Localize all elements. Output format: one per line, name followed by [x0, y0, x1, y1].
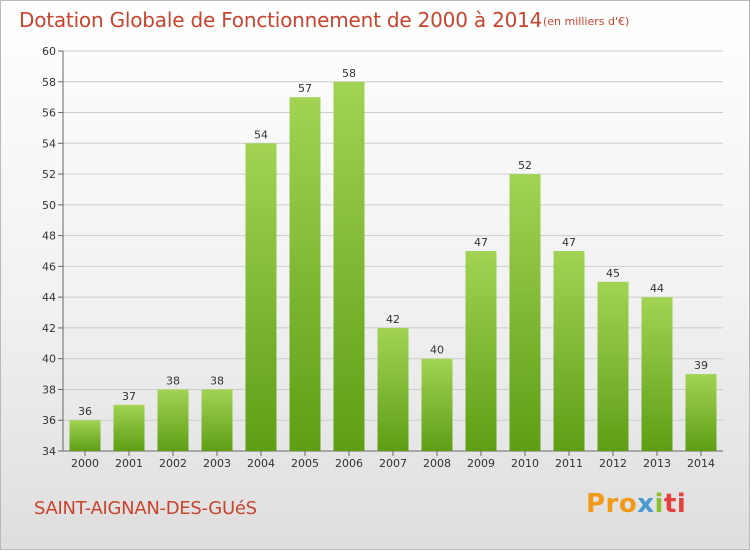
- bar: [685, 374, 717, 451]
- bar: [333, 81, 365, 452]
- bar: [421, 358, 453, 451]
- bar-value-label: 40: [430, 344, 444, 357]
- x-tick-label: 2014: [687, 457, 715, 470]
- x-tick-label: 2000: [71, 457, 99, 470]
- y-tick-label: 52: [42, 168, 56, 181]
- bar-value-label: 54: [254, 128, 268, 141]
- bar-value-label: 42: [386, 313, 400, 326]
- x-tick-label: 2008: [423, 457, 451, 470]
- bar: [157, 389, 189, 451]
- logo-part: i: [654, 489, 664, 519]
- x-tick-label: 2011: [555, 457, 583, 470]
- x-tick-label: 2003: [203, 457, 231, 470]
- bar-value-label: 45: [606, 267, 620, 280]
- y-tick-label: 42: [42, 322, 56, 335]
- chart-title: Dotation Globale de Fonctionnement de 20…: [19, 8, 543, 32]
- chart-subtitle: (en milliers d'€): [543, 15, 630, 28]
- bar: [641, 297, 673, 451]
- y-tick-label: 50: [42, 199, 56, 212]
- bar-value-label: 52: [518, 159, 532, 172]
- commune-name: SAINT-AIGNAN-DES-GUéS: [34, 498, 257, 519]
- bar: [69, 420, 101, 451]
- y-tick-label: 54: [42, 137, 56, 150]
- logo-part: x: [637, 489, 655, 519]
- bar-value-label: 57: [298, 82, 312, 95]
- x-tick-label: 2001: [115, 457, 143, 470]
- x-tick-label: 2005: [291, 457, 319, 470]
- bar: [289, 97, 321, 452]
- x-tick-label: 2009: [467, 457, 495, 470]
- logo-part: Pro: [586, 489, 638, 519]
- bar: [509, 174, 541, 452]
- bar-value-label: 38: [166, 374, 180, 387]
- bar: [377, 327, 409, 451]
- y-tick-label: 34: [42, 445, 56, 458]
- y-tick-label: 46: [42, 260, 56, 273]
- x-tick-label: 2002: [159, 457, 187, 470]
- bar: [245, 143, 277, 452]
- x-tick-label: 2013: [643, 457, 671, 470]
- bar: [553, 251, 585, 451]
- y-tick-label: 40: [42, 353, 56, 366]
- x-tick-label: 2004: [247, 457, 275, 470]
- logo-part: ti: [663, 489, 687, 519]
- proxiti-logo[interactable]: Proxiti: [586, 489, 686, 519]
- bar-value-label: 47: [474, 236, 488, 249]
- bar-value-label: 37: [122, 390, 136, 403]
- bar-value-label: 36: [78, 405, 92, 418]
- bar-value-label: 58: [342, 67, 356, 80]
- y-tick-label: 58: [42, 76, 56, 89]
- bar-value-label: 47: [562, 236, 576, 249]
- y-tick-label: 36: [42, 414, 56, 427]
- y-tick-label: 56: [42, 107, 56, 120]
- x-tick-label: 2010: [511, 457, 539, 470]
- y-tick-label: 44: [42, 291, 56, 304]
- y-tick-label: 38: [42, 383, 56, 396]
- bar: [465, 251, 497, 451]
- x-tick-label: 2007: [379, 457, 407, 470]
- x-tick-label: 2006: [335, 457, 363, 470]
- y-tick-label: 60: [42, 45, 56, 58]
- y-tick-label: 48: [42, 230, 56, 243]
- bar-value-label: 44: [650, 282, 664, 295]
- bar: [201, 389, 233, 451]
- bar: [113, 404, 145, 451]
- x-tick-label: 2012: [599, 457, 627, 470]
- bar-value-label: 39: [694, 359, 708, 372]
- bar: [597, 281, 629, 451]
- bar-value-label: 38: [210, 374, 224, 387]
